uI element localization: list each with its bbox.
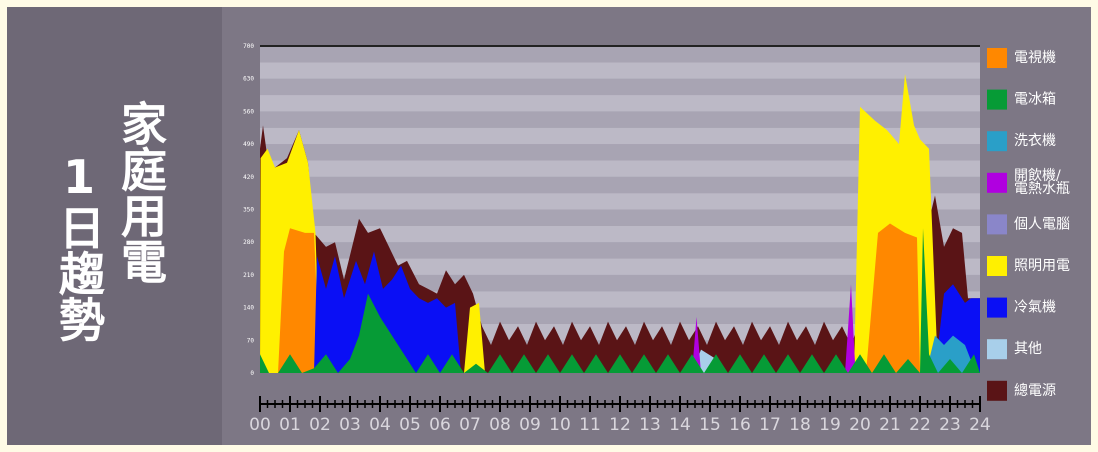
legend-swatch [987, 131, 1007, 152]
x-tick-label: 07 [459, 415, 481, 435]
y-tick-label: 0 [250, 370, 254, 377]
x-tick-label: 12 [609, 415, 631, 435]
x-tick-label: 04 [369, 415, 391, 435]
legend-swatch [987, 256, 1007, 276]
legend-swatch [987, 89, 1007, 110]
legend-swatch [987, 339, 1007, 360]
y-tick-label: 280 [243, 239, 254, 246]
grid-band [260, 258, 980, 275]
x-tick-label: 19 [819, 415, 841, 435]
x-tick-label: 08 [489, 415, 511, 435]
grid-band [260, 242, 980, 259]
legend-label: 開飲機/ [1014, 168, 1061, 184]
x-tick-label: 13 [639, 415, 661, 435]
grid-band [260, 95, 980, 112]
title-line-2: 1日趨勢 [52, 150, 106, 342]
legend-swatch [987, 380, 1007, 401]
x-tick-label: 09 [519, 415, 541, 435]
x-tick-label: 24 [969, 415, 991, 435]
grid-band [260, 144, 980, 161]
legend-label: 照明用電 [1014, 258, 1070, 274]
x-tick-label: 23 [939, 415, 961, 435]
legend-label: 洗衣機 [1014, 133, 1056, 149]
x-tick-label: 15 [699, 415, 721, 435]
x-tick-label: 17 [759, 415, 781, 435]
x-tick-label: 20 [849, 415, 871, 435]
grid-band [260, 193, 980, 210]
legend-swatch [987, 297, 1007, 318]
title-line-1: 家庭用電 [114, 100, 168, 284]
grid-band [260, 46, 980, 63]
series-area-冷氣機 [260, 251, 980, 373]
legend-label: 電視機 [1014, 50, 1056, 66]
y-tick-label: 700 [243, 43, 254, 50]
legend-label: 冷氣機 [1014, 300, 1056, 316]
x-tick-label: 10 [549, 415, 571, 435]
legend-swatch [987, 214, 1007, 235]
legend-swatch [987, 48, 1007, 68]
legend-label: 電熱水瓶 [1014, 181, 1070, 197]
x-tick-label: 22 [909, 415, 931, 435]
y-tick-label: 630 [243, 76, 254, 83]
grid-band [260, 209, 980, 226]
grid-band [260, 160, 980, 177]
x-tick-label: 18 [789, 415, 811, 435]
legend-label: 總電源 [1014, 382, 1056, 399]
grid-band [260, 127, 980, 145]
x-tick-label: 00 [249, 415, 271, 435]
y-tick-label: 210 [243, 272, 254, 279]
grid-band [260, 62, 980, 79]
grid-band [260, 111, 980, 128]
y-tick-label: 560 [243, 108, 254, 115]
grid-band [260, 78, 980, 96]
y-tick-label: 420 [243, 174, 254, 181]
x-tick-label: 01 [279, 415, 301, 435]
x-tick-label: 03 [339, 415, 361, 435]
legend-swatch [987, 172, 1007, 193]
x-tick-label: 11 [579, 415, 601, 435]
series-area-電視機 [260, 223, 980, 373]
x-tick-label: 16 [729, 415, 751, 435]
legend-label: 個人電腦 [1014, 216, 1070, 232]
grid-band [260, 176, 980, 194]
x-tick-label: 05 [399, 415, 421, 435]
x-tick-label: 21 [879, 415, 901, 435]
grid-band [260, 225, 980, 243]
x-tick-label: 02 [309, 415, 331, 435]
y-tick-label: 140 [243, 305, 254, 312]
y-tick-label: 350 [243, 207, 254, 214]
x-tick-label: 06 [429, 415, 451, 435]
title-panel [7, 7, 222, 445]
legend-label: 其他 [1014, 341, 1042, 357]
x-tick-label: 14 [669, 415, 691, 435]
y-tick-label: 490 [243, 141, 254, 148]
y-tick-label: 70 [247, 337, 255, 344]
legend-label: 電冰箱 [1014, 92, 1056, 108]
